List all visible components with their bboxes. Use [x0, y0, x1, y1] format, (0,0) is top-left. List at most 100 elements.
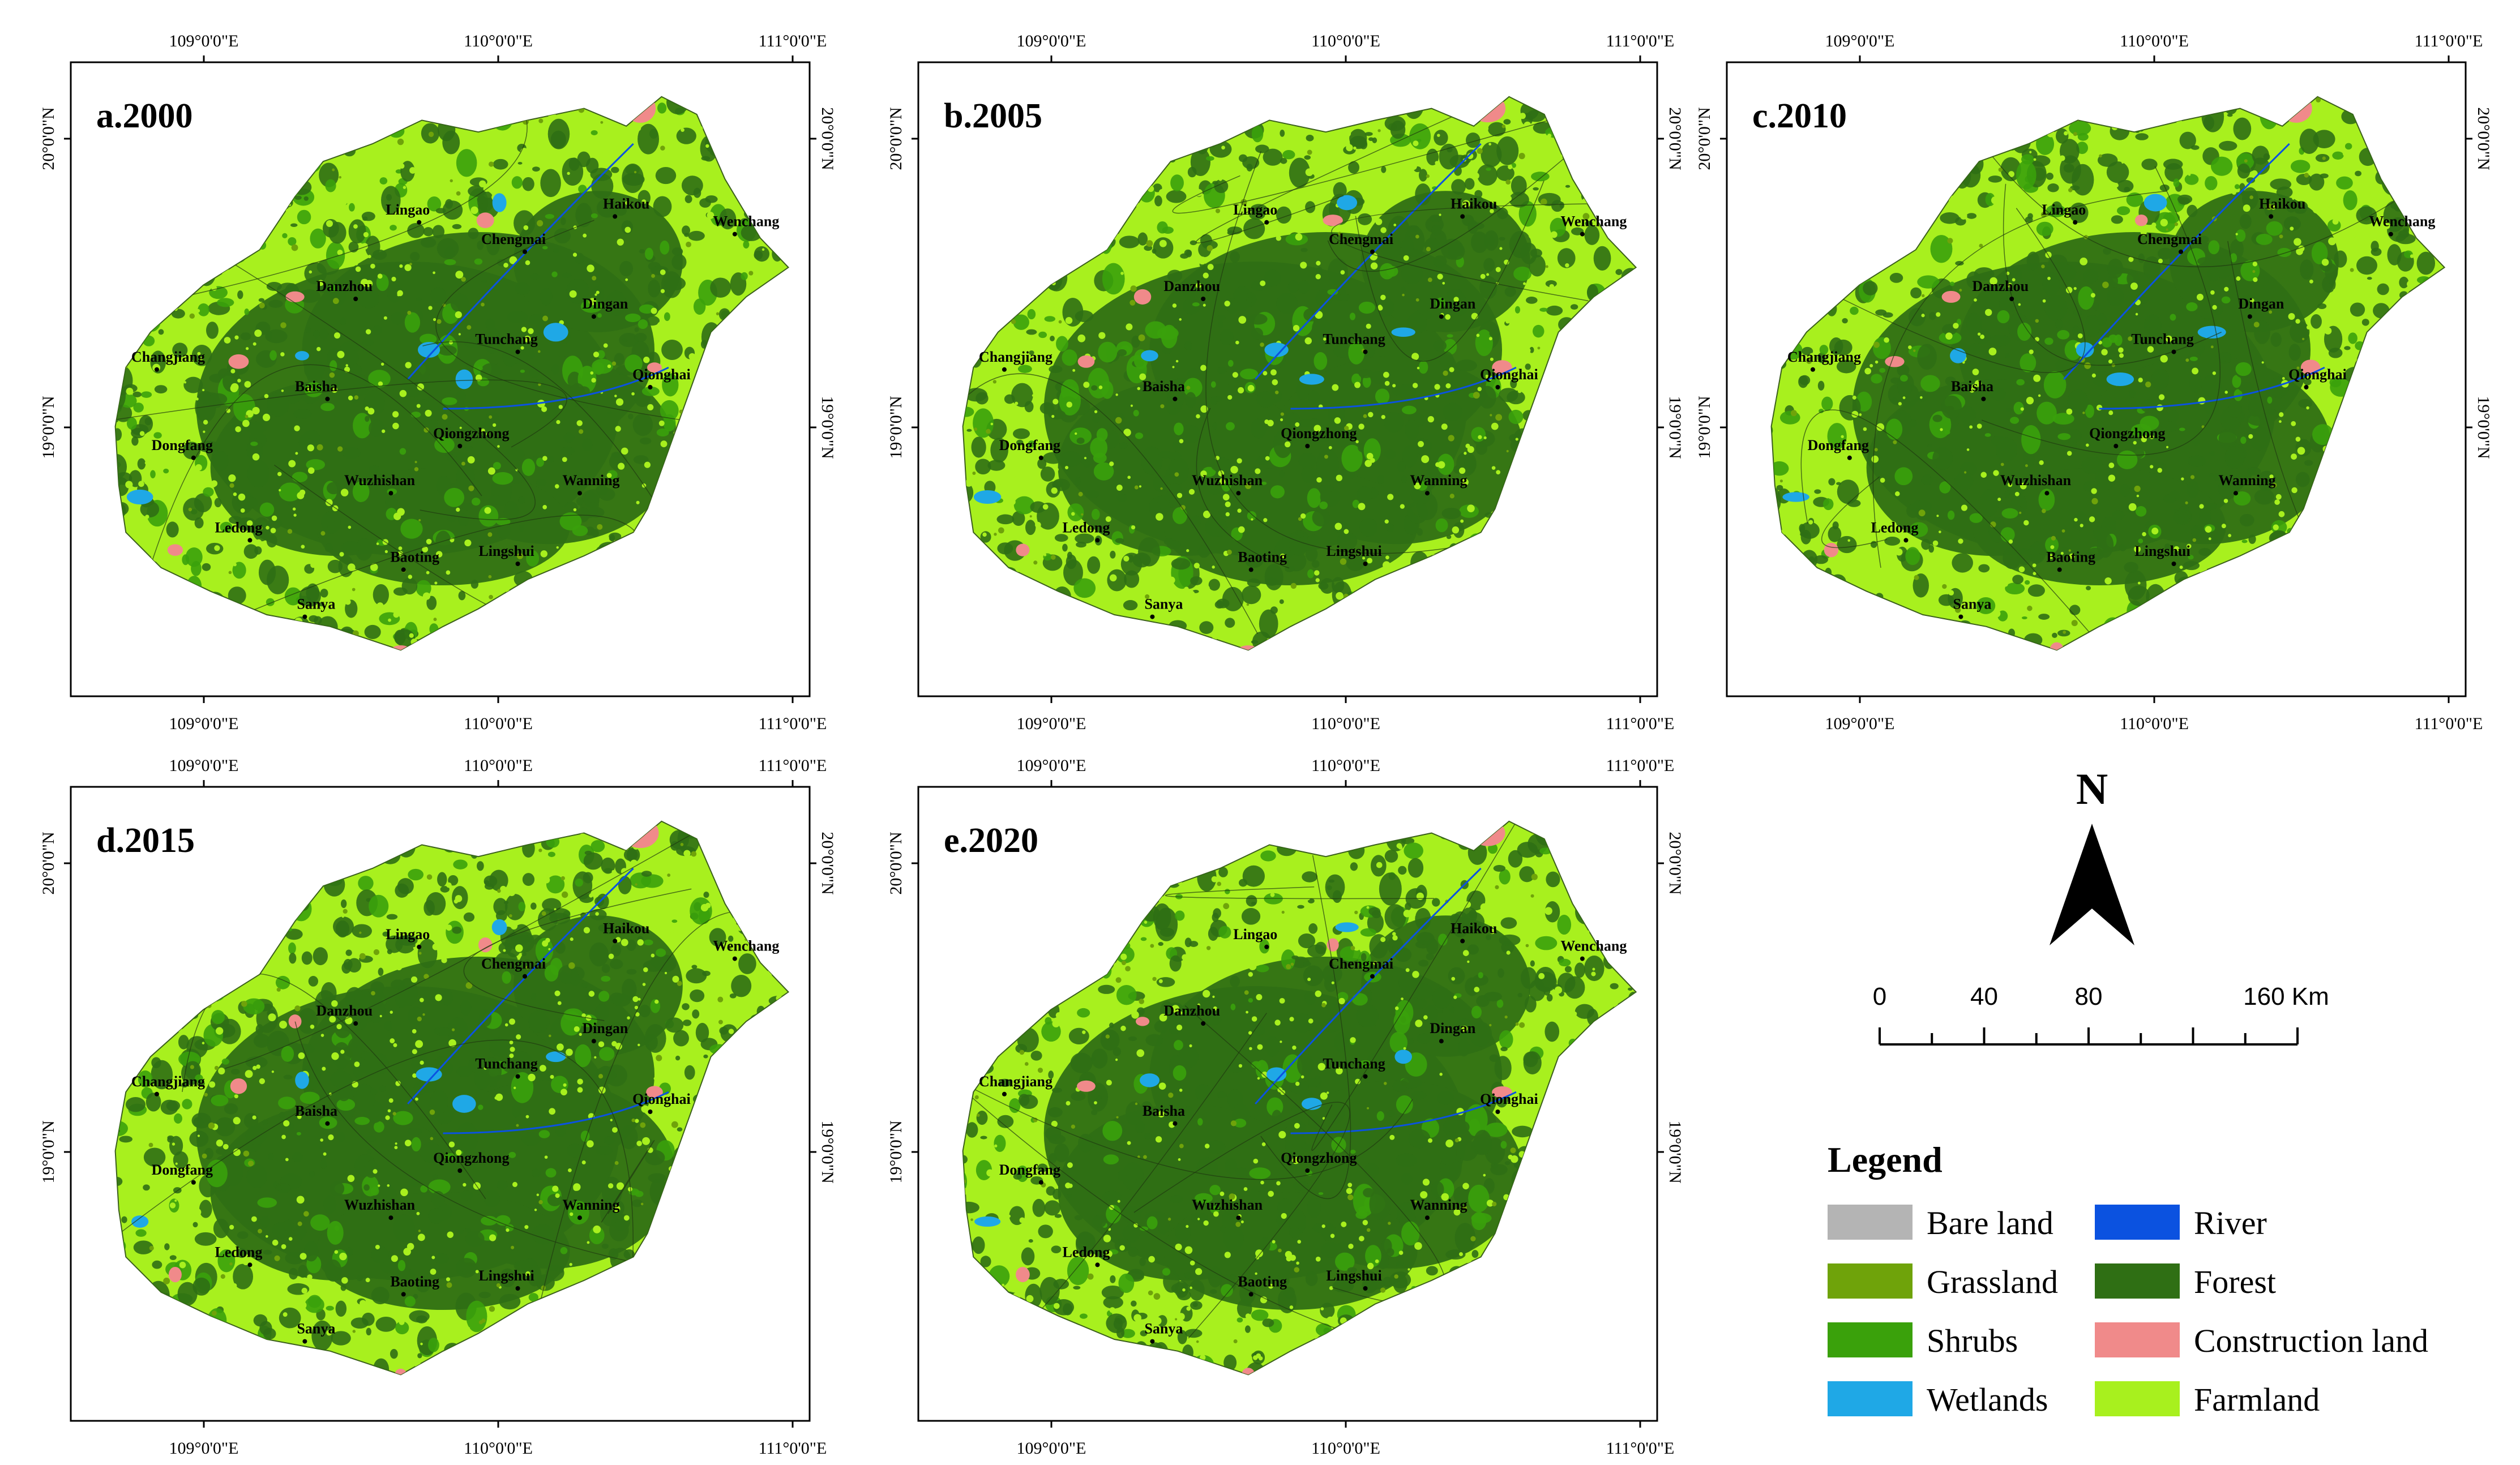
place-label: Ledong	[1871, 519, 1919, 536]
legend-swatch-forest	[2095, 1263, 2180, 1299]
place-marker	[1958, 614, 1963, 619]
place-marker	[1173, 1121, 1178, 1126]
place-marker	[302, 1339, 307, 1344]
map-panel-3: Lingao Haikou Chengmai Wenchang Danzhou Dinga…	[1695, 32, 2493, 733]
map-panel-2: Lingao Haikou Chengmai Wenchang Danzhou Dinga…	[887, 32, 1684, 733]
lat-label-left: 20°0'0"N	[887, 107, 905, 170]
place-marker	[515, 1074, 520, 1079]
lon-label-top: 111°0'0"E	[759, 756, 827, 775]
place-marker	[388, 1215, 393, 1220]
place-label: Lingao	[1233, 202, 1277, 218]
north-arrow-label: N	[2076, 764, 2108, 813]
place-marker	[2171, 562, 2176, 566]
place-marker	[1424, 491, 1430, 496]
place-marker	[1439, 1039, 1444, 1044]
place-marker	[732, 232, 737, 237]
place-marker	[1424, 1215, 1430, 1220]
lon-label-top: 109°0'0"E	[1017, 756, 1086, 775]
lon-label-bottom: 109°0'0"E	[1017, 1439, 1086, 1458]
place-marker	[1363, 562, 1368, 566]
place-marker	[515, 562, 520, 566]
place-label: Qiongzhong	[433, 1150, 509, 1166]
lon-label-top: 109°0'0"E	[1017, 32, 1086, 50]
lon-label-top: 109°0'0"E	[169, 756, 239, 775]
place-label: Chengmai	[1329, 231, 1393, 247]
place-marker	[1439, 314, 1444, 319]
place-marker	[1248, 567, 1253, 572]
place-marker	[401, 567, 406, 572]
north-arrow-left-half	[2050, 824, 2092, 945]
lat-label-right: 20°0'0"N	[818, 832, 837, 894]
place-label: Ledong	[1063, 1244, 1110, 1260]
place-marker	[1363, 1286, 1368, 1291]
place-label: Tunchang	[1323, 331, 1385, 348]
lat-label-left: 19°0'0"N	[887, 396, 905, 459]
place-label: Qionghai	[1480, 1091, 1538, 1107]
place-label: Haikou	[603, 920, 649, 936]
place-marker	[1095, 538, 1100, 543]
place-marker	[1847, 455, 1852, 460]
place-label: Wuzhishan	[344, 472, 416, 489]
place-marker	[191, 455, 196, 460]
place-marker	[457, 1168, 463, 1173]
scale-bar-tick-label: 0	[1873, 983, 1886, 1010]
legend-swatch-river	[2095, 1205, 2180, 1240]
place-marker	[457, 444, 463, 448]
lon-label-top: 110°0'0"E	[2120, 32, 2189, 50]
place-label: Danzhou	[316, 278, 373, 294]
lon-label-top: 109°0'0"E	[1825, 32, 1895, 50]
place-labels: Lingao Haikou Chengmai Wenchang Danzhou Dinga…	[979, 920, 1627, 1344]
lat-label-left: 19°0'0"N	[39, 396, 58, 459]
place-label: Qiongzhong	[1281, 1150, 1357, 1166]
legend: Legend Bare land River Grassland Forest Shrub…	[1828, 1140, 2428, 1418]
place-label: Tunchang	[2131, 331, 2193, 348]
place-label: Baoting	[2046, 549, 2095, 565]
place-label: Changjiang	[131, 349, 205, 365]
legend-swatch-grassland	[1828, 1263, 1913, 1299]
lon-label-top: 111°0'0"E	[759, 32, 827, 50]
lat-label-left: 19°0'0"N	[1695, 396, 1714, 459]
place-marker	[1580, 956, 1585, 961]
place-label: Wuzhishan	[344, 1197, 416, 1213]
place-label: Baisha	[1143, 378, 1185, 395]
place-label: Danzhou	[1163, 278, 1220, 294]
place-marker	[2057, 567, 2062, 572]
north-arrow-right-half	[2092, 824, 2134, 945]
place-marker	[1495, 1110, 1500, 1114]
place-marker	[523, 974, 527, 979]
panel-title: b.2005	[944, 97, 1042, 135]
place-marker	[1038, 1180, 1043, 1185]
place-label: Wuzhishan	[1192, 1197, 1263, 1213]
place-label: Changjiang	[979, 1073, 1053, 1090]
place-label: Sanya	[1953, 596, 1991, 612]
place-label: Sanya	[297, 596, 335, 612]
place-label: Baoting	[390, 549, 439, 565]
place-label: Dingan	[582, 295, 628, 312]
place-labels: Lingao Haikou Chengmai Wenchang Danzhou Dinga…	[979, 195, 1627, 619]
place-label: Tunchang	[475, 1056, 537, 1072]
place-label: Chengmai	[2137, 231, 2202, 247]
place-label: Chengmai	[1329, 956, 1393, 972]
place-label: Wenchang	[1560, 213, 1627, 230]
panel-title: a.2000	[96, 97, 193, 135]
place-marker	[613, 214, 618, 219]
place-label: Baisha	[1143, 1103, 1185, 1119]
place-marker	[1363, 349, 1368, 354]
place-marker	[648, 1110, 653, 1114]
place-label: Lingshui	[478, 543, 534, 559]
place-marker	[1580, 232, 1585, 237]
land-use-patches	[962, 96, 1636, 650]
place-marker	[2247, 314, 2252, 319]
place-marker	[1264, 944, 1269, 949]
lon-label-top: 111°0'0"E	[1606, 32, 1675, 50]
place-marker	[1264, 220, 1269, 225]
lon-label-bottom: 111°0'0"E	[1606, 1439, 1675, 1458]
place-marker	[515, 349, 520, 354]
place-label: Lingao	[1233, 926, 1277, 943]
place-marker	[1095, 1262, 1100, 1267]
lon-label-bottom: 110°0'0"E	[1311, 1439, 1380, 1458]
legend-swatch-bare-land	[1828, 1205, 1913, 1240]
place-label: Danzhou	[1972, 278, 2029, 294]
place-marker	[648, 385, 653, 389]
